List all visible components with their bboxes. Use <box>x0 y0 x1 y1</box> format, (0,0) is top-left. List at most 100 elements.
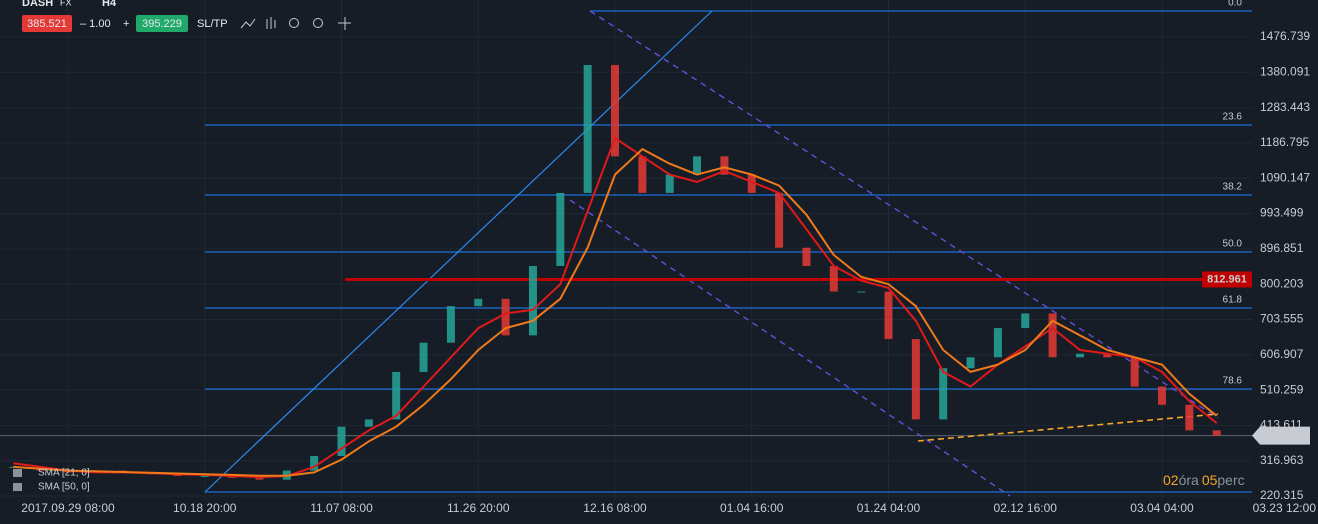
sma-line <box>13 147 1218 477</box>
x-tick-label: 02.12 16:00 <box>994 501 1058 515</box>
zoom-out-icon[interactable] <box>289 18 299 28</box>
candle <box>720 156 729 175</box>
y-tick-label: 896.851 <box>1260 241 1304 255</box>
candle <box>911 339 920 420</box>
toolbar: DASH FX H4 385.521 – 1.00 + 395.229 SL/T… <box>22 0 351 32</box>
x-tick-label: 12.16 08:00 <box>583 501 647 515</box>
axis: 1476.739 1380.091 1283.443 1186.795 1090.147… <box>21 29 1316 515</box>
zoom-in-icon[interactable] <box>313 18 323 28</box>
candle <box>829 265 838 292</box>
bid-box[interactable] <box>22 15 72 32</box>
fib-label: 78.6 <box>1223 376 1243 387</box>
x-tick-label: 10.18 20:00 <box>173 501 237 515</box>
candle <box>1048 313 1057 358</box>
legend-icon <box>13 469 22 477</box>
y-tick-label: 510.259 <box>1260 382 1304 396</box>
candle <box>528 265 537 336</box>
spread-minus[interactable]: – 1.00 <box>80 18 111 30</box>
y-tick-label: 316.963 <box>1260 453 1304 467</box>
plot <box>9 65 1252 480</box>
candle <box>474 298 483 307</box>
x-tick-label: 01.24 04:00 <box>857 501 921 515</box>
x-tick-label: 03.04 04:00 <box>1130 501 1194 515</box>
y-tick-label: 703.555 <box>1260 312 1304 326</box>
fib-label: 50.0 <box>1223 239 1243 250</box>
y-tick-label: 606.907 <box>1260 347 1304 361</box>
spread-plus[interactable]: + <box>123 18 129 30</box>
candle <box>802 247 811 266</box>
x-tick-label: 11.26 20:00 <box>447 501 510 515</box>
grid: 0.0 23.6 38.2 50.0 61.8 78.6 <box>0 0 1300 500</box>
candle <box>337 426 346 456</box>
level-label-box <box>1202 271 1252 288</box>
ask[interactable]: 395.229 <box>142 18 182 30</box>
x-tick-label: 01.04 16:00 <box>720 501 784 515</box>
candle <box>255 477 264 480</box>
candle <box>1021 313 1030 329</box>
candle <box>993 328 1002 358</box>
y-tick-label: 1090.147 <box>1260 170 1310 184</box>
timer-hours: 02 <box>1163 472 1179 488</box>
trend-line <box>204 10 713 493</box>
candle <box>200 476 209 478</box>
fib-label: 38.2 <box>1223 182 1243 193</box>
sltp[interactable]: SL/TP <box>197 18 228 30</box>
candle <box>1075 353 1084 358</box>
crosshair-icon[interactable] <box>338 17 351 30</box>
timer: 02óra 05perc <box>1163 472 1245 488</box>
channel-line <box>589 10 1219 419</box>
y-tick-label: 220.315 <box>1260 488 1304 502</box>
ask-box[interactable] <box>136 15 188 32</box>
x-tick-label: 11.07 08:00 <box>310 501 373 515</box>
candle <box>1103 353 1112 358</box>
legend-label: SMA [21; 0] <box>38 468 90 479</box>
candle-icon[interactable] <box>266 17 276 29</box>
candle <box>446 306 455 343</box>
timer-text: 02óra 05perc <box>1163 472 1245 488</box>
legend-icon <box>13 483 22 491</box>
candle <box>392 371 401 420</box>
line-icon[interactable] <box>240 18 256 29</box>
bid[interactable]: 385.521 <box>27 18 67 30</box>
y-tick-label: 1283.443 <box>1260 100 1310 114</box>
candle <box>1130 357 1139 387</box>
last-price-label: 385.521 <box>1260 428 1304 442</box>
candle <box>1212 430 1221 436</box>
candle <box>939 368 948 420</box>
timer-hours-unit: óra <box>1179 472 1199 488</box>
y-tick-label: 1380.091 <box>1260 64 1310 78</box>
candle <box>501 298 510 336</box>
candle <box>665 174 674 193</box>
timeframe[interactable]: H4 <box>102 0 117 9</box>
candle <box>310 455 319 471</box>
market[interactable]: FX <box>60 0 72 7</box>
last-price-box <box>1252 426 1310 445</box>
timer-minutes-unit: perc <box>1217 472 1244 488</box>
candle <box>364 419 373 427</box>
y-tick-label: 1186.795 <box>1260 135 1309 149</box>
y-tick-label: 993.499 <box>1260 206 1304 220</box>
candle <box>857 291 866 293</box>
candle <box>638 156 647 193</box>
fib-label: 61.8 <box>1223 295 1243 306</box>
candle <box>556 192 565 266</box>
candle <box>966 357 975 369</box>
candle <box>583 65 592 193</box>
level-label: 812.961 <box>1207 273 1247 285</box>
x-tick-label: 03.23 12:00 <box>1253 501 1317 515</box>
candle <box>1185 404 1194 431</box>
candle <box>611 65 619 157</box>
fib-label: 0.0 <box>1228 0 1242 9</box>
support-line <box>917 413 1219 442</box>
candle <box>1158 386 1166 405</box>
candle <box>419 342 428 372</box>
candle <box>747 174 756 193</box>
legend: SMA [21; 0] SMA [50, 0] <box>13 468 90 493</box>
y-tick-label: 1476.739 <box>1260 29 1310 43</box>
candle <box>884 291 893 340</box>
symbol[interactable]: DASH <box>22 0 53 9</box>
y-tick-label: 800.203 <box>1260 276 1304 290</box>
fib-label: 23.6 <box>1223 112 1243 123</box>
